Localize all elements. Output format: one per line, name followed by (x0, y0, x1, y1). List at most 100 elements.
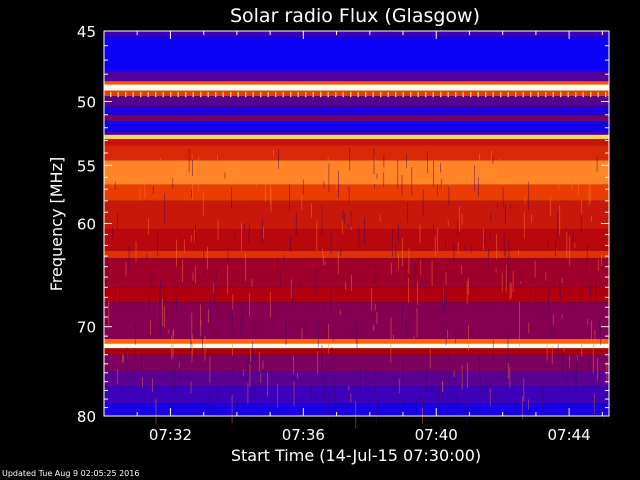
streak (474, 165, 475, 191)
streak (459, 206, 461, 232)
interference-dot (447, 92, 449, 98)
streak (254, 380, 256, 397)
intensity-band (104, 371, 609, 387)
streak (106, 255, 108, 270)
streak (144, 183, 146, 199)
streak (322, 248, 323, 254)
streak (446, 264, 448, 269)
streak (585, 260, 587, 280)
streak (528, 399, 530, 410)
streak (406, 318, 408, 338)
streak (520, 279, 522, 284)
streak (447, 220, 449, 227)
interference-dot (582, 92, 584, 98)
y-tick-label: 55 (77, 157, 96, 175)
streak (283, 255, 285, 266)
streak (114, 181, 116, 191)
streak (179, 356, 181, 382)
streak (420, 259, 422, 275)
streak (562, 352, 564, 379)
streak (552, 315, 554, 325)
x-tick-label: 07:36 (282, 426, 325, 444)
intensity-band (104, 36, 609, 72)
streak (482, 228, 484, 250)
streak (461, 365, 462, 389)
streak (457, 241, 459, 254)
streak (213, 282, 215, 293)
streak (322, 253, 324, 267)
interference-dot (215, 92, 217, 98)
interference-dot (410, 92, 412, 98)
streak (317, 321, 319, 348)
streak (150, 320, 151, 335)
streak (383, 172, 385, 188)
streak (157, 230, 159, 256)
streak (243, 369, 245, 377)
streak (267, 372, 269, 397)
streak (596, 156, 598, 172)
streak (263, 227, 265, 239)
streak (442, 387, 444, 403)
streak (419, 224, 421, 244)
intensity-band (104, 121, 609, 132)
streak (402, 238, 403, 267)
streak (249, 293, 250, 317)
streak (123, 354, 125, 362)
streak (443, 282, 445, 313)
streak (261, 219, 263, 244)
streak (561, 314, 563, 319)
interference-dot (402, 92, 404, 98)
intensity-band (104, 139, 609, 146)
interference-dot (177, 92, 179, 98)
streak (561, 278, 563, 283)
streak (528, 322, 530, 333)
streak (489, 233, 491, 242)
x-axis-label: Start Time (14-Jul-15 07:30:00) (231, 446, 481, 465)
streak (207, 246, 208, 270)
streak (575, 370, 577, 394)
streak (422, 258, 424, 270)
streak (245, 253, 246, 281)
y-tick-label: 80 (77, 408, 96, 426)
streak (461, 265, 462, 274)
streak (191, 190, 192, 198)
streak (398, 253, 399, 270)
streak (559, 205, 561, 236)
streak (321, 344, 323, 371)
streak (591, 320, 592, 344)
interference-dot (387, 92, 389, 98)
y-tick-label: 50 (77, 94, 96, 112)
intensity-band (104, 403, 609, 416)
interference-dot (170, 92, 172, 98)
streak (546, 342, 548, 361)
streak (542, 385, 544, 408)
streak (300, 374, 302, 384)
streak (594, 394, 596, 415)
streak (486, 375, 488, 389)
streak (392, 334, 394, 341)
streak (422, 396, 423, 408)
streak (402, 304, 404, 326)
streak (525, 270, 526, 280)
streak (376, 312, 378, 324)
streak (492, 338, 494, 361)
streak (316, 351, 318, 374)
streak (190, 381, 192, 393)
streak (495, 267, 497, 273)
streak (191, 334, 193, 356)
streak (168, 329, 170, 334)
streak (442, 381, 444, 392)
streak (301, 196, 303, 211)
streak (588, 184, 590, 206)
streak (291, 283, 293, 306)
streak (262, 360, 264, 369)
streak (158, 289, 160, 320)
streak (437, 184, 438, 196)
streak (522, 396, 524, 420)
streak (331, 346, 333, 369)
streak (172, 330, 174, 358)
streak (593, 391, 595, 419)
interference-dot (185, 92, 187, 98)
streak (595, 278, 597, 303)
streak (566, 231, 568, 259)
